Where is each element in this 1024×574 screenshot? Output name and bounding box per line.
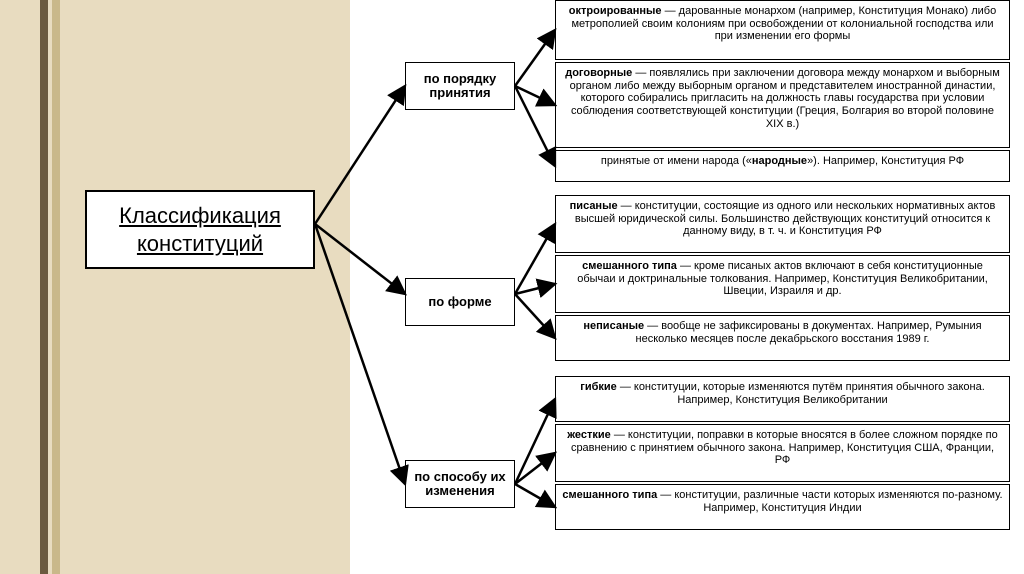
root-title-line1: Классификация: [119, 203, 281, 228]
category-box: по форме: [405, 278, 515, 326]
detail-box: жесткие — конституции, поправки в которы…: [555, 424, 1010, 482]
detail-box: октроированные — дарованные монархом (на…: [555, 0, 1010, 60]
root-title-line2: конституций: [137, 231, 263, 256]
detail-box: неписаные — вообще не зафиксированы в до…: [555, 315, 1010, 361]
detail-box: писаные — конституции, состоящие из одно…: [555, 195, 1010, 253]
detail-box: смешанного типа — кроме писаных актов вк…: [555, 255, 1010, 313]
category-box: по порядку принятия: [405, 62, 515, 110]
vertical-bar-2: [52, 0, 60, 574]
root-title-box: Классификация конституций: [85, 190, 315, 269]
category-box: по способу их изменения: [405, 460, 515, 508]
detail-box: договорные — появлялись при заключении д…: [555, 62, 1010, 148]
detail-box: принятые от имени народа («народные»). Н…: [555, 150, 1010, 182]
detail-box: смешанного типа — конституции, различные…: [555, 484, 1010, 530]
detail-box: гибкие — конституции, которые изменяются…: [555, 376, 1010, 422]
vertical-bar-1: [40, 0, 48, 574]
